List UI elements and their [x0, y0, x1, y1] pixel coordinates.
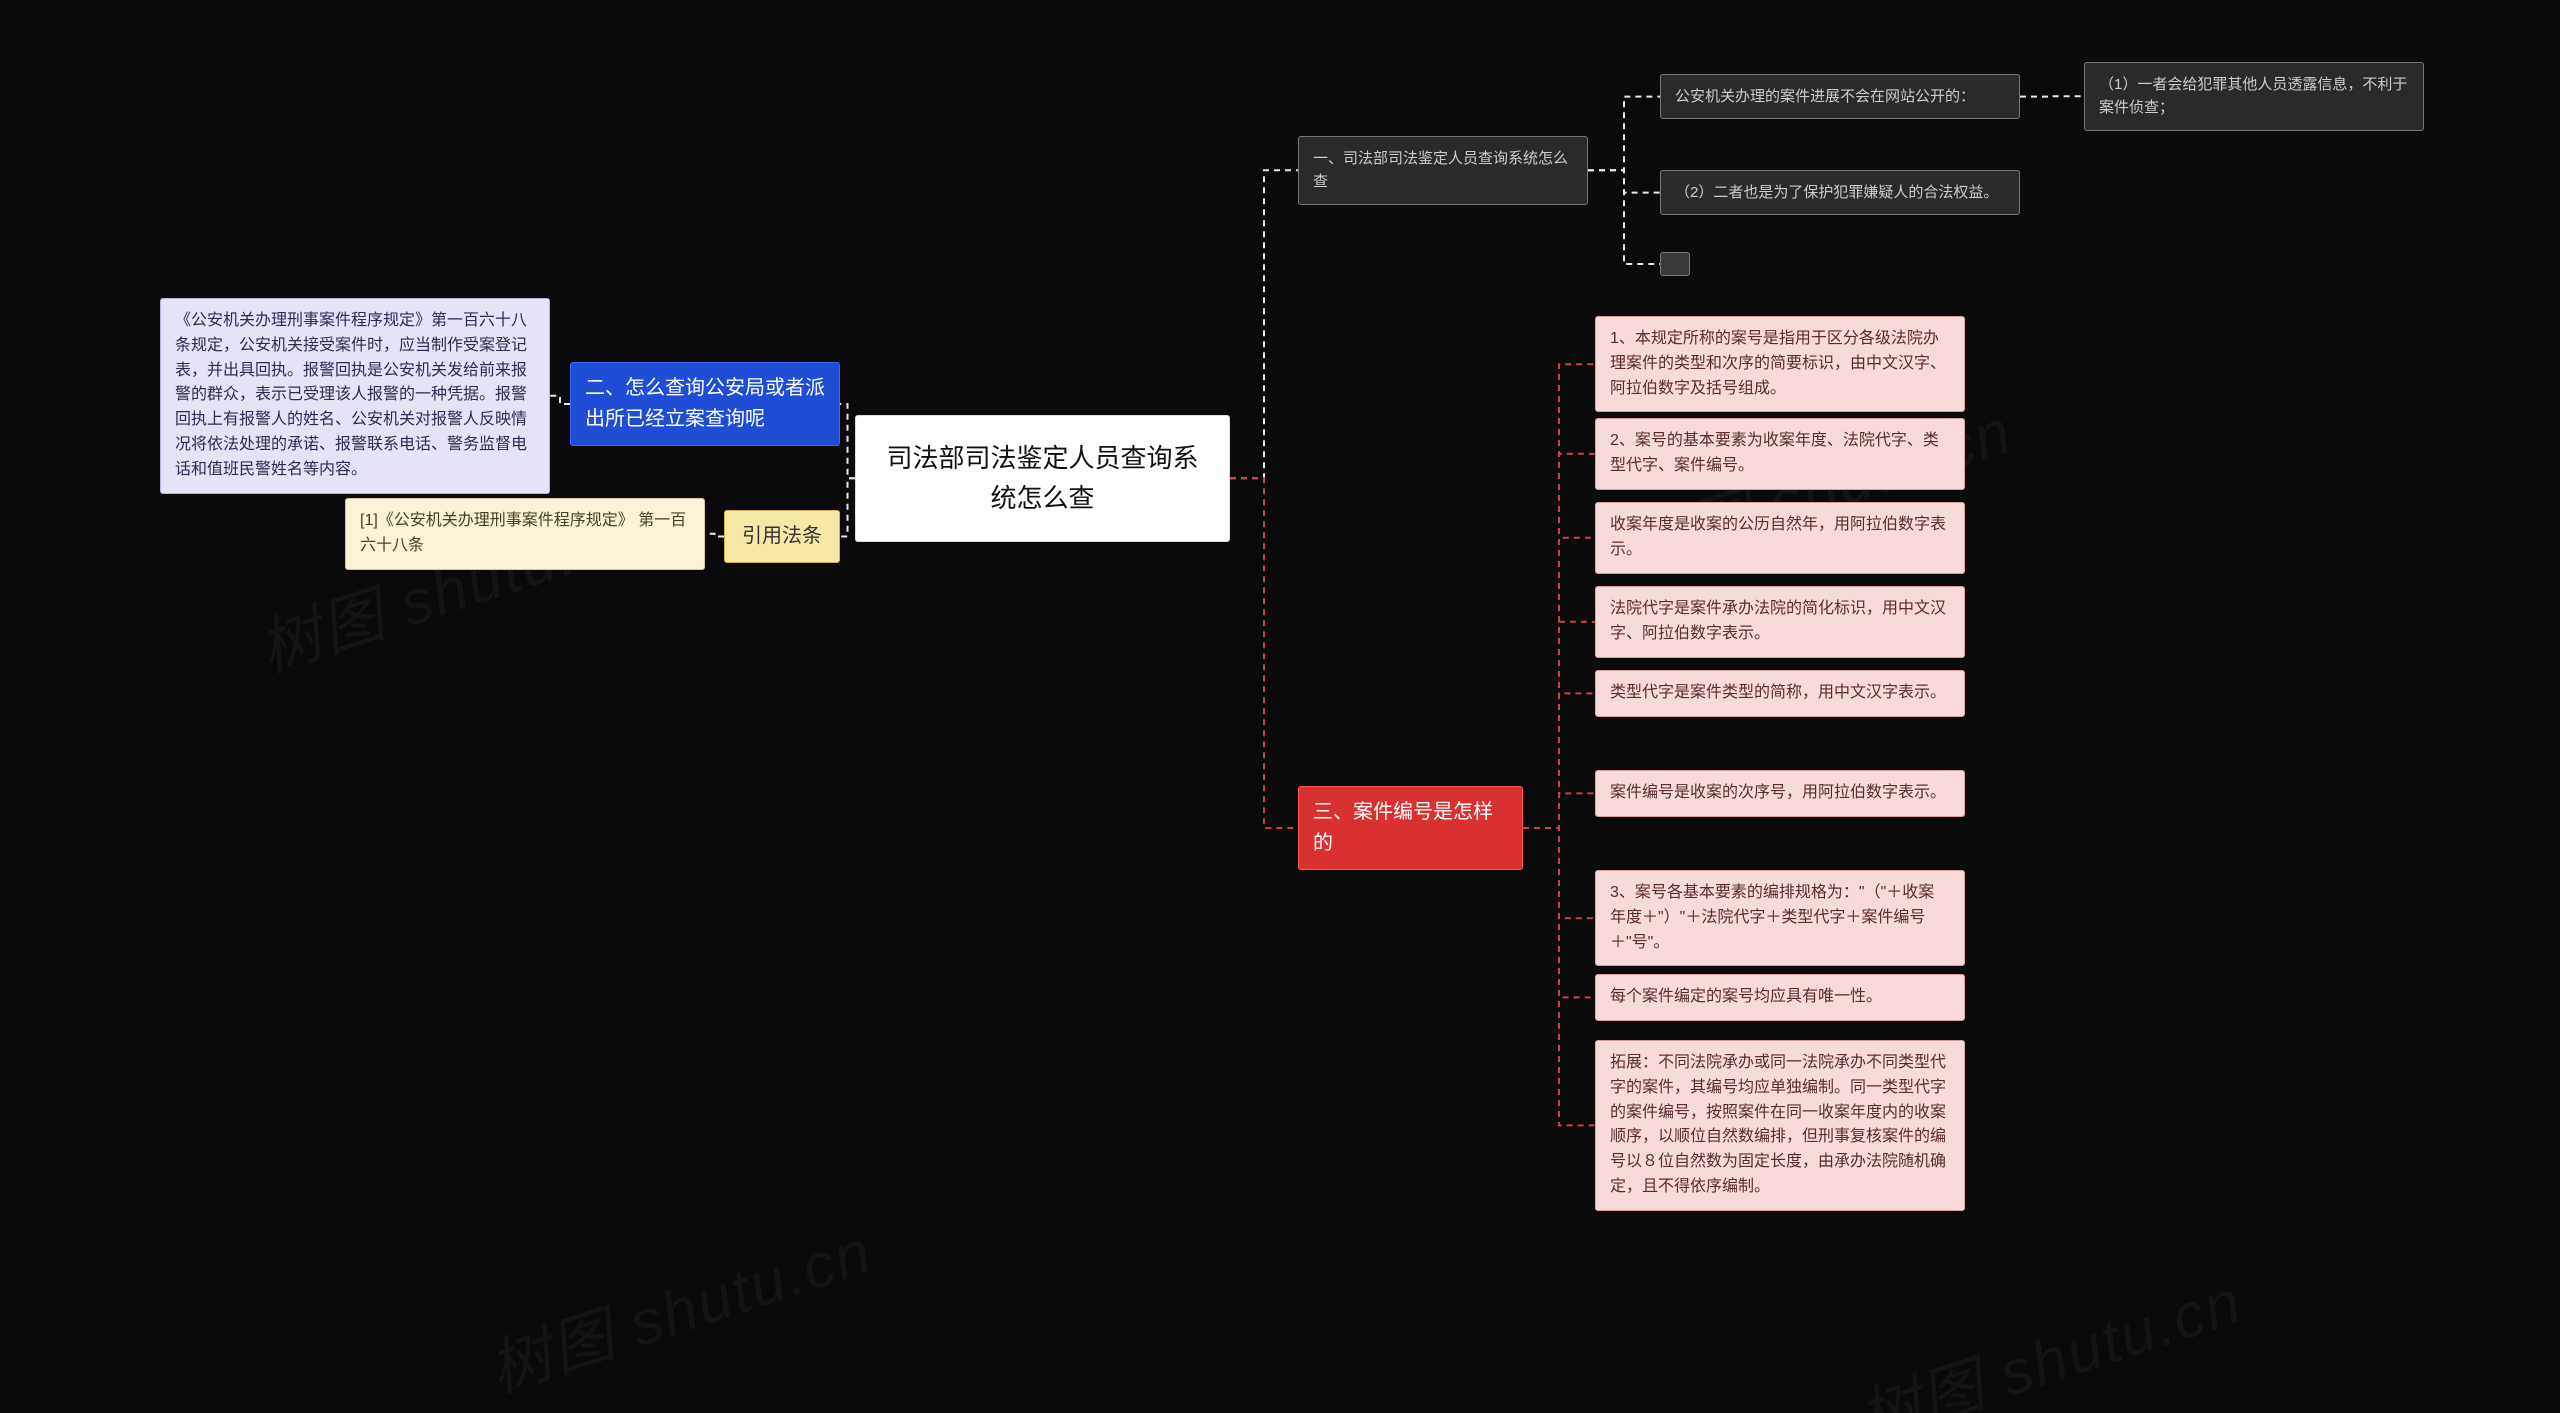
branch-3-label: 三、案件编号是怎样的	[1313, 801, 1493, 854]
citation-leaf-1-text: [1]《公安机关办理刑事案件程序规定》 第一百六十八条	[360, 512, 686, 554]
branch-1-child-2[interactable]: （2）二者也是为了保护犯罪嫌疑人的合法权益。	[1660, 170, 2020, 215]
branch-1-child-1-text: 公安机关办理的案件进展不会在网站公开的：	[1675, 88, 1975, 105]
branch-2[interactable]: 二、怎么查询公安局或者派出所已经立案查询呢	[570, 362, 840, 446]
branch-3-leaf-6[interactable]: 案件编号是收案的次序号，用阿拉伯数字表示。	[1595, 770, 1965, 817]
branch-1-label: 一、司法部司法鉴定人员查询系统怎么查	[1313, 150, 1568, 190]
branch-1-child-2-text: （2）二者也是为了保护犯罪嫌疑人的合法权益。	[1675, 184, 1998, 201]
branch-2-label: 二、怎么查询公安局或者派出所已经立案查询呢	[585, 377, 825, 430]
root-node[interactable]: 司法部司法鉴定人员查询系统怎么查	[855, 415, 1230, 542]
leaf-text: 案件编号是收案的次序号，用阿拉伯数字表示。	[1610, 784, 1946, 801]
branch-1-child-1a-text: （1）一者会给犯罪其他人员透露信息，不利于案件侦查；	[2099, 76, 2407, 116]
leaf-text: 拓展：不同法院承办或同一法院承办不同类型代字的案件，其编号均应单独编制。同一类型…	[1610, 1054, 1946, 1195]
branch-1-child-1[interactable]: 公安机关办理的案件进展不会在网站公开的：	[1660, 74, 2020, 119]
branch-3-leaf-9[interactable]: 拓展：不同法院承办或同一法院承办不同类型代字的案件，其编号均应单独编制。同一类型…	[1595, 1040, 1965, 1211]
leaf-text: 收案年度是收案的公历自然年，用阿拉伯数字表示。	[1610, 516, 1946, 558]
branch-1-child-3[interactable]	[1660, 252, 1690, 276]
root-label: 司法部司法鉴定人员查询系统怎么查	[886, 443, 1198, 513]
leaf-text: 1、本规定所称的案号是指用于区分各级法院办理案件的类型和次序的简要标识，由中文汉…	[1610, 330, 1946, 397]
mindmap-canvas: 树图 shutu.cn 树图 shutu.cn 树图 shutu.cn 树图 s…	[0, 0, 2560, 1413]
watermark: 树图 shutu.cn	[1846, 1251, 2252, 1413]
watermark: 树图 shutu.cn	[476, 1201, 882, 1409]
leaf-text: 法院代字是案件承办法院的简化标识，用中文汉字、阿拉伯数字表示。	[1610, 600, 1946, 642]
citation-leaf-1[interactable]: [1]《公安机关办理刑事案件程序规定》 第一百六十八条	[345, 498, 705, 570]
branch-3-leaf-7[interactable]: 3、案号各基本要素的编排规格为："（"＋收案年度＋"）"＋法院代字＋类型代字＋案…	[1595, 870, 1965, 966]
branch-2-leaf-1-text: 《公安机关办理刑事案件程序规定》第一百六十八条规定，公安机关接受案件时，应当制作…	[175, 312, 527, 478]
branch-1[interactable]: 一、司法部司法鉴定人员查询系统怎么查	[1298, 136, 1588, 205]
leaf-text: 每个案件编定的案号均应具有唯一性。	[1610, 988, 1882, 1005]
leaf-text: 类型代字是案件类型的简称，用中文汉字表示。	[1610, 684, 1946, 701]
branch-3-leaf-2[interactable]: 2、案号的基本要素为收案年度、法院代字、类型代字、案件编号。	[1595, 418, 1965, 490]
branch-citation[interactable]: 引用法条	[724, 510, 840, 563]
branch-3-leaf-8[interactable]: 每个案件编定的案号均应具有唯一性。	[1595, 974, 1965, 1021]
leaf-text: 3、案号各基本要素的编排规格为："（"＋收案年度＋"）"＋法院代字＋类型代字＋案…	[1610, 884, 1934, 951]
branch-citation-label: 引用法条	[742, 525, 822, 547]
branch-2-leaf-1[interactable]: 《公安机关办理刑事案件程序规定》第一百六十八条规定，公安机关接受案件时，应当制作…	[160, 298, 550, 494]
branch-3-leaf-4[interactable]: 法院代字是案件承办法院的简化标识，用中文汉字、阿拉伯数字表示。	[1595, 586, 1965, 658]
branch-3-leaf-1[interactable]: 1、本规定所称的案号是指用于区分各级法院办理案件的类型和次序的简要标识，由中文汉…	[1595, 316, 1965, 412]
branch-3[interactable]: 三、案件编号是怎样的	[1298, 786, 1523, 870]
link-layer	[0, 0, 2560, 1413]
branch-1-child-1a[interactable]: （1）一者会给犯罪其他人员透露信息，不利于案件侦查；	[2084, 62, 2424, 131]
leaf-text: 2、案号的基本要素为收案年度、法院代字、类型代字、案件编号。	[1610, 432, 1939, 474]
branch-3-leaf-3[interactable]: 收案年度是收案的公历自然年，用阿拉伯数字表示。	[1595, 502, 1965, 574]
branch-3-leaf-5[interactable]: 类型代字是案件类型的简称，用中文汉字表示。	[1595, 670, 1965, 717]
